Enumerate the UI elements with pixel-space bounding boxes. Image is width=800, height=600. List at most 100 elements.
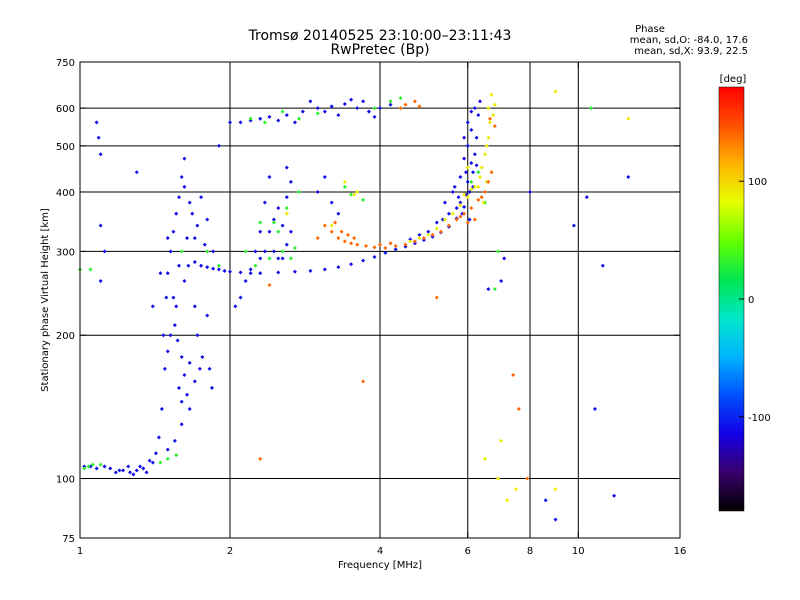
data-point [486,135,491,140]
data-point [388,102,393,107]
data-point [308,268,313,273]
data-point [276,270,281,275]
data-point [467,189,472,195]
data-point [322,223,327,228]
data-point [361,99,366,104]
data-point [388,241,393,246]
data-point [207,366,212,371]
data-point [434,220,439,225]
data-point [342,184,347,189]
data-point [258,220,263,225]
data-point [465,120,470,125]
data-point [412,239,417,244]
data-point [471,170,476,175]
data-point [489,92,494,97]
data-point [179,399,184,404]
data-point [200,354,205,360]
data-point [284,242,289,247]
data-point [192,235,197,241]
data-point [465,220,470,225]
y-tick-label: 75 [62,534,75,545]
y-tick-label: 600 [56,104,75,115]
data-point [315,235,320,241]
data-point [176,195,182,200]
data-point [96,135,101,140]
data-point [238,295,243,300]
data-point [329,229,334,234]
data-point [192,259,197,265]
data-point [393,243,398,249]
data-point [113,470,118,475]
data-point [355,242,360,247]
phase-stats-x: mean, sd,X: 93.9, 22.5 [634,46,748,57]
data-point [592,406,598,412]
data-point [363,243,369,249]
data-point [412,99,417,104]
data-point [262,200,267,205]
data-point [300,109,305,114]
data-point [253,263,258,268]
phase-stats-title: Phase [635,24,665,35]
data-point [355,189,360,195]
data-point [543,498,548,503]
data-point [553,487,558,492]
data-point [495,249,501,254]
data-point [482,189,488,195]
x-tick-label: 4 [377,546,383,557]
data-point [182,372,187,378]
data-point [349,241,354,246]
data-point [482,456,488,461]
data-point [446,211,451,216]
data-point [516,406,521,412]
data-point [477,99,483,104]
data-point [137,464,143,469]
data-point [190,211,195,216]
data-point [271,220,277,225]
data-point [176,385,182,391]
data-point [408,239,413,244]
data-point [372,245,377,250]
data-point [276,205,281,211]
data-point [144,470,149,475]
data-point [179,174,184,180]
data-point [463,170,469,175]
data-point [280,249,285,254]
data-point [90,462,95,467]
data-point [258,116,263,121]
data-point [227,269,233,274]
data-point [372,114,377,120]
data-point [222,268,227,273]
data-point [486,179,491,184]
data-point [248,271,253,276]
data-point [472,152,477,157]
data-point [487,116,493,121]
data-point [179,354,184,360]
data-point [168,249,173,254]
data-point [372,106,377,111]
data-point [349,97,354,102]
data-point [482,152,488,157]
data-point [329,104,334,109]
data-point [98,152,103,157]
data-point [438,229,443,234]
data-point [465,143,470,148]
data-point [454,217,459,222]
data-point [388,99,393,104]
data-point [349,262,354,267]
data-point [489,170,494,175]
data-point [284,211,289,216]
data-point [227,120,233,125]
data-point [398,95,403,101]
data-point [182,184,187,189]
data-point [102,464,107,469]
data-point [98,223,103,228]
data-point [174,211,179,216]
y-tick-label: 500 [56,142,75,153]
data-point [94,466,99,471]
data-point [553,89,558,94]
data-point [126,464,131,469]
grid-lines [80,62,680,538]
data-point [349,192,354,197]
data-point [267,256,272,261]
data-point [417,235,422,241]
